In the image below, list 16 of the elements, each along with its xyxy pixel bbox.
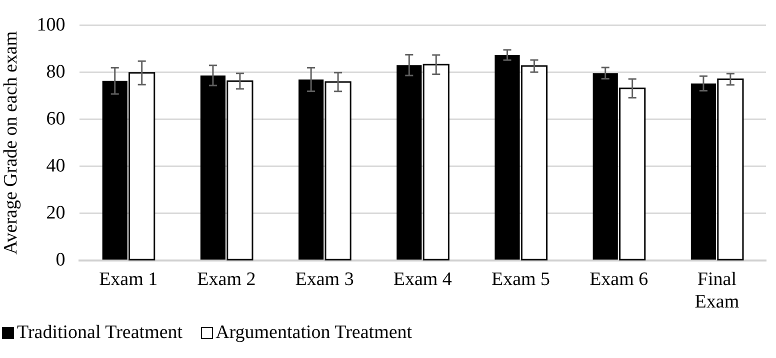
x-tick-label: Exam 4 — [393, 268, 452, 290]
legend-label: Traditional Treatment — [17, 322, 183, 344]
x-tick-label: Exam 2 — [197, 268, 256, 290]
y-tick-label: 0 — [56, 249, 66, 270]
legend-label: Argumentation Treatment — [216, 322, 412, 344]
y-tick-label: 100 — [36, 14, 66, 36]
x-tick-label: Final Exam — [694, 268, 740, 313]
x-tick-label: Exam 6 — [590, 268, 648, 290]
y-tick-label: 60 — [46, 108, 66, 130]
y-tick-label: 40 — [46, 155, 66, 176]
x-tick-label: Exam 1 — [99, 268, 158, 290]
y-axis-title: Average Grade on each exam — [0, 31, 22, 255]
x-tick-label: Exam 3 — [295, 268, 354, 290]
y-tick-label: 20 — [46, 202, 66, 224]
x-tick-label: Exam 5 — [491, 268, 550, 290]
y-tick-label: 80 — [46, 61, 66, 82]
